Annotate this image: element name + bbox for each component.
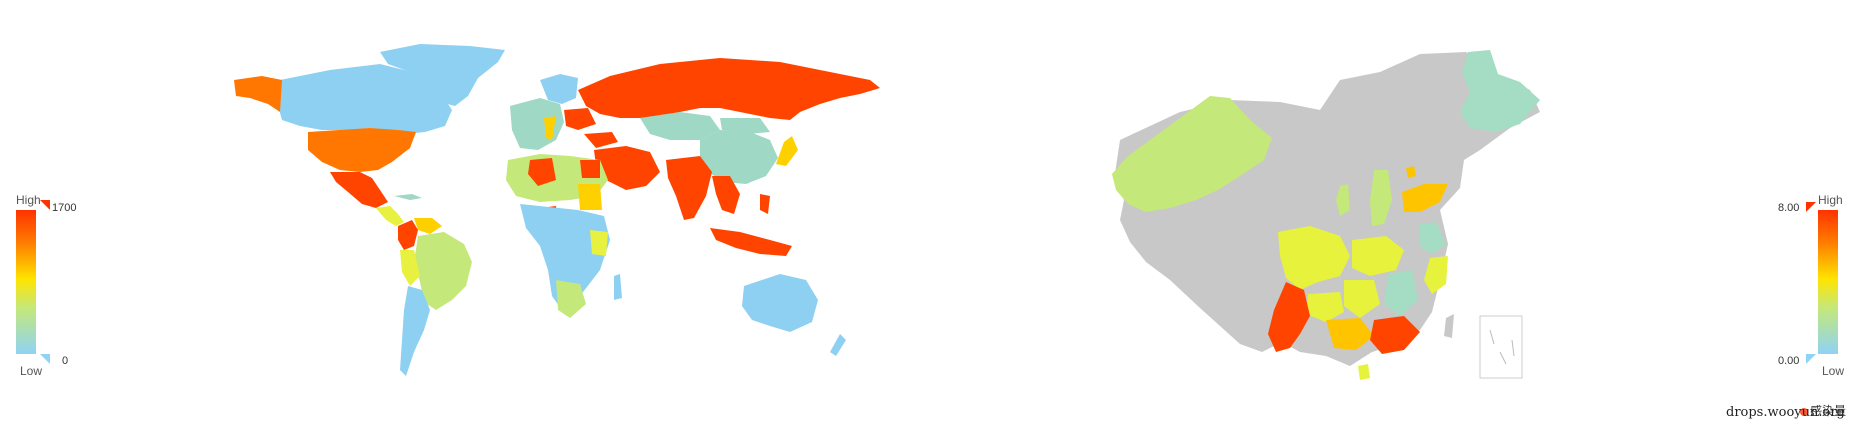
region-venezuela[interactable]: [414, 218, 442, 234]
china-legend-max-value: 8.00: [1778, 202, 1800, 214]
region-zhejiang[interactable]: [1424, 256, 1448, 294]
region-beijing[interactable]: [1406, 166, 1416, 178]
region-peru[interactable]: [400, 250, 420, 286]
region-mongolia[interactable]: [720, 118, 770, 134]
china-legend-high-label: High: [1818, 193, 1843, 207]
region-shaanxi[interactable]: [1370, 170, 1392, 226]
region-guizhou[interactable]: [1306, 292, 1344, 322]
world-legend-high-label: High: [16, 193, 41, 207]
region-cuba[interactable]: [394, 194, 422, 200]
china-legend-low-handle[interactable]: [1806, 354, 1816, 364]
region-ukraine[interactable]: [564, 108, 596, 130]
china-legend-low-label: Low: [1822, 364, 1845, 378]
inset-dashes: [1489, 329, 1515, 365]
region-sichuan[interactable]: [1278, 226, 1350, 290]
region-scandinavia[interactable]: [540, 74, 578, 104]
region-guangxi[interactable]: [1326, 318, 1374, 350]
world-map: [234, 44, 880, 376]
region-canada[interactable]: [276, 64, 452, 134]
region-madagascar[interactable]: [614, 274, 622, 300]
region-japan[interactable]: [776, 136, 798, 166]
region-taiwan[interactable]: [1444, 314, 1454, 338]
series-legend[interactable]: 感染量: [1800, 402, 1846, 419]
region-jiangsu[interactable]: [1420, 222, 1446, 254]
region-russia[interactable]: [578, 58, 880, 120]
region-shandong[interactable]: [1402, 184, 1448, 212]
world-legend-min-value: 0: [62, 355, 69, 367]
region-new-zealand[interactable]: [830, 334, 846, 356]
region-mexico[interactable]: [330, 172, 388, 208]
region-central-america[interactable]: [376, 206, 404, 226]
world-legend-high-handle[interactable]: [40, 200, 50, 210]
south-china-sea-inset: [1479, 315, 1523, 379]
watermark-text: drops.wooyun.org: [1726, 405, 1845, 420]
region-yunnan[interactable]: [1268, 282, 1310, 352]
region-northeast[interactable]: [1460, 50, 1540, 132]
region-indonesia[interactable]: [710, 228, 792, 256]
region-usa[interactable]: [308, 128, 416, 172]
region-brazil[interactable]: [414, 232, 472, 310]
region-hubei[interactable]: [1352, 236, 1404, 276]
region-jiangxi[interactable]: [1384, 270, 1418, 316]
region-turkey[interactable]: [584, 132, 618, 148]
region-kazakhstan[interactable]: [640, 112, 720, 140]
region-east-africa[interactable]: [590, 230, 608, 256]
region-greenland[interactable]: [380, 44, 505, 106]
region-xinjiang[interactable]: [1112, 96, 1272, 212]
region-philippines[interactable]: [760, 194, 770, 214]
region-colombia[interactable]: [398, 220, 418, 250]
region-algeria[interactable]: [528, 158, 556, 186]
region-hainan[interactable]: [1358, 364, 1370, 380]
region-china-world[interactable]: [700, 130, 778, 184]
world-legend-low-handle[interactable]: [40, 354, 50, 364]
china-legend-gradient-bar: [1818, 210, 1838, 354]
region-guangdong[interactable]: [1370, 316, 1420, 354]
series-legend-dot: [1800, 407, 1808, 416]
region-central-africa[interactable]: [520, 204, 610, 310]
china-legend-min-value: 0.00: [1778, 355, 1800, 367]
region-southern-africa[interactable]: [556, 280, 586, 318]
world-legend-max-value: 1700: [52, 202, 77, 214]
series-legend-label: 感染量: [1810, 404, 1847, 418]
region-hunan[interactable]: [1344, 280, 1380, 318]
region-alaska[interactable]: [234, 76, 282, 112]
region-australia[interactable]: [742, 274, 818, 332]
region-egypt[interactable]: [580, 160, 600, 178]
world-legend-low-label: Low: [20, 364, 43, 378]
region-sudan[interactable]: [578, 184, 602, 210]
region-indochina[interactable]: [712, 176, 740, 214]
region-italy[interactable]: [544, 116, 556, 140]
world-legend-gradient-bar: [16, 210, 36, 354]
china-legend-high-handle[interactable]: [1806, 202, 1816, 212]
region-ningxia[interactable]: [1336, 184, 1350, 216]
region-south-america-south[interactable]: [400, 286, 430, 376]
region-india[interactable]: [666, 156, 712, 220]
region-middle-east[interactable]: [594, 146, 660, 190]
